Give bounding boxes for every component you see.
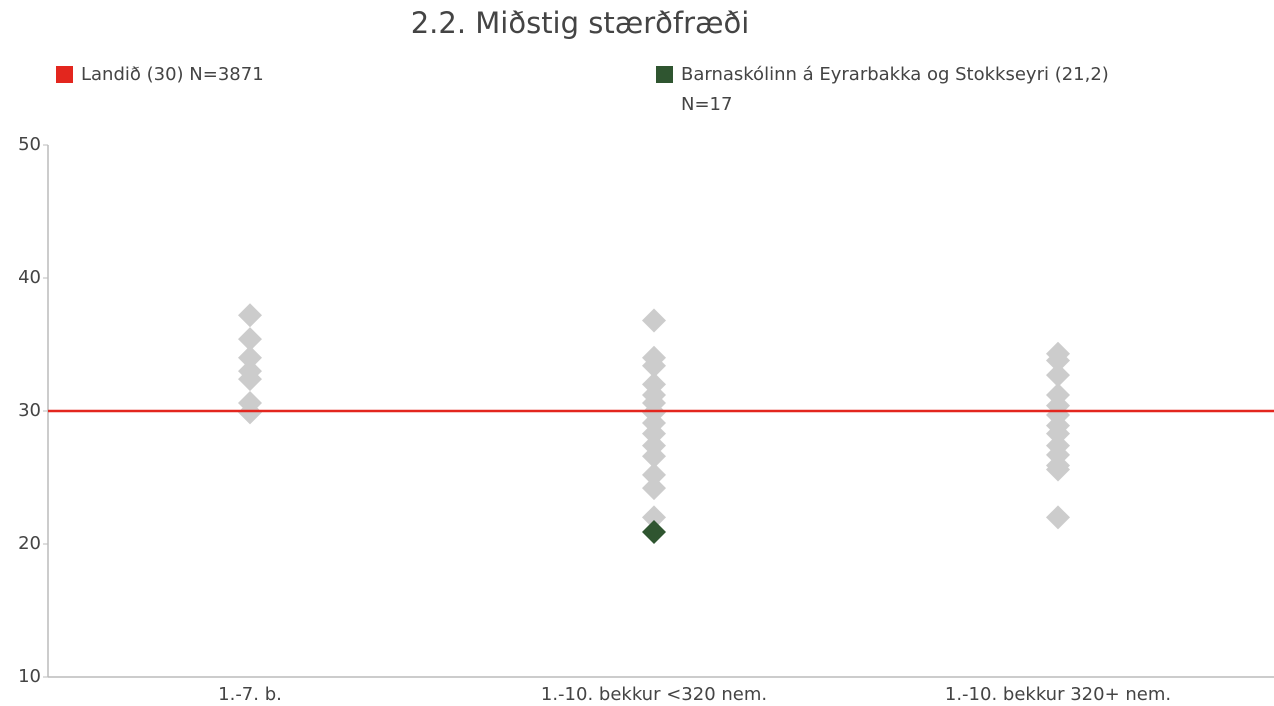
y-tick-label: 40 [18, 267, 41, 288]
legend-item: Landið (30) N=3871 [56, 60, 264, 90]
point [238, 400, 262, 425]
chart-title: 2.2. Miðstig stærðfræði [411, 6, 750, 40]
x-tick-label: 1.-10. bekkur <320 nem. [541, 684, 767, 705]
legend-label: Barnaskólinn á Eyrarbakka og Stokkseyri … [681, 64, 1109, 115]
point [642, 476, 666, 501]
point [1046, 348, 1070, 373]
point [238, 303, 262, 328]
point [1046, 457, 1070, 482]
point [1046, 505, 1070, 530]
y-tick-label: 50 [18, 134, 41, 155]
point [642, 353, 666, 378]
point [238, 345, 262, 370]
point [642, 505, 666, 530]
legend-label: Landið (30) N=3871 [81, 64, 264, 85]
x-tick-label: 1.-10. bekkur 320+ nem. [945, 684, 1171, 705]
point [642, 444, 666, 469]
y-tick-label: 10 [18, 666, 41, 687]
point [642, 520, 666, 545]
point [642, 308, 666, 333]
y-tick-label: 30 [18, 400, 41, 421]
point [238, 327, 262, 352]
point [238, 367, 262, 392]
point [642, 462, 666, 487]
legend-swatch [56, 66, 73, 83]
legend-swatch [656, 66, 673, 83]
point [1046, 363, 1070, 388]
y-tick-label: 20 [18, 533, 41, 554]
legend-item: Barnaskólinn á Eyrarbakka og Stokkseyri … [656, 60, 1126, 120]
x-tick-label: 1.-7. b. [218, 684, 282, 705]
